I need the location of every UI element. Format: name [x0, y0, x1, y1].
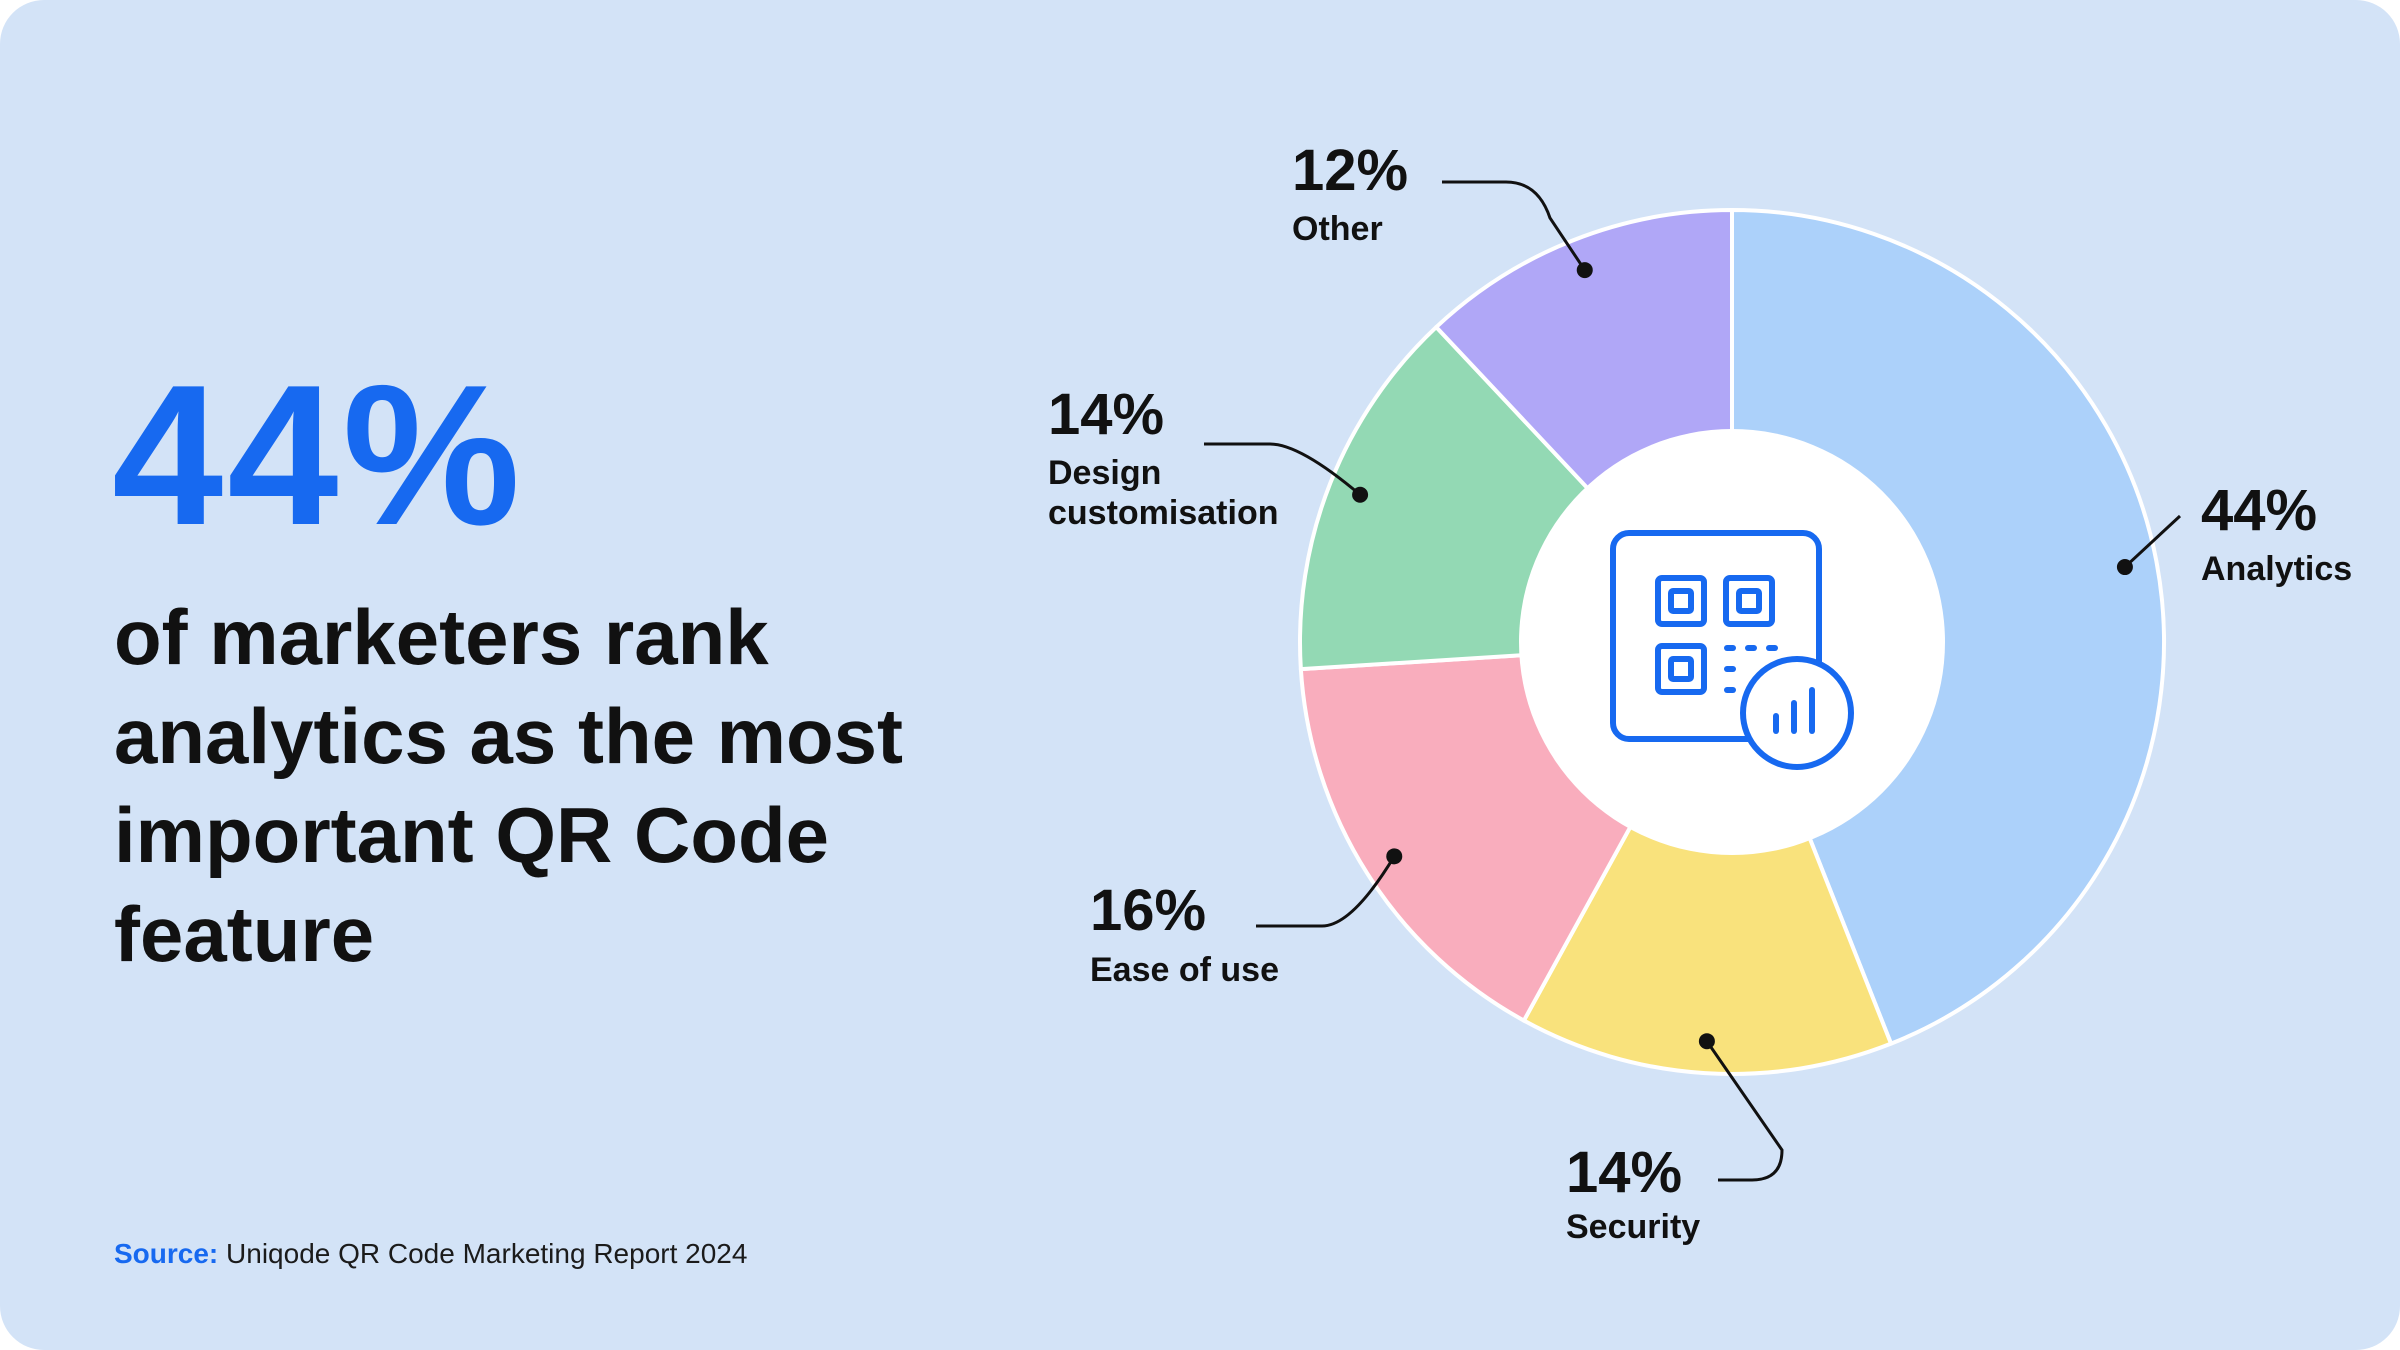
slice-value-label: 14%	[1566, 1140, 1682, 1205]
callout-dot	[1386, 848, 1403, 865]
slice-value-label: 16%	[1090, 878, 1206, 943]
callout-dot	[1576, 262, 1593, 279]
slice-security	[1521, 640, 1894, 1076]
slice-name-label: Security	[1566, 1208, 1700, 1246]
donut-hole	[1519, 429, 1945, 855]
callout-dot	[1698, 1033, 1715, 1050]
source-text: Uniqode QR Code Marketing Report 2024	[226, 1238, 748, 1269]
slice-name-label: Design	[1048, 454, 1161, 492]
callout-line	[2123, 514, 2182, 569]
source-note: Source: Uniqode QR Code Marketing Report…	[114, 1238, 747, 1270]
callout-dot	[2116, 559, 2133, 576]
slice-value-label: 14%	[1048, 382, 1164, 447]
slice-value-label: 12%	[1292, 138, 1408, 203]
callout-line	[1705, 1040, 1784, 1182]
callout-line	[1256, 855, 1396, 928]
callout-dot	[1352, 486, 1369, 503]
slice-name-label: Other	[1292, 210, 1383, 248]
slice-name-label: customisation	[1048, 494, 1278, 532]
callout-line	[1442, 180, 1586, 271]
slice-analytics	[1730, 208, 2166, 1046]
slice-value-label: 44%	[2201, 478, 2317, 543]
qr-code-analytics-icon	[1610, 530, 1854, 770]
callout-line	[1204, 442, 1362, 496]
slice-name-label: Ease of use	[1090, 951, 1279, 989]
source-label: Source:	[114, 1238, 219, 1269]
slice-name-label: Analytics	[2201, 550, 2352, 588]
headline-stat: 44%	[112, 344, 525, 567]
headline-text: of marketers rank analytics as the most …	[114, 593, 903, 978]
